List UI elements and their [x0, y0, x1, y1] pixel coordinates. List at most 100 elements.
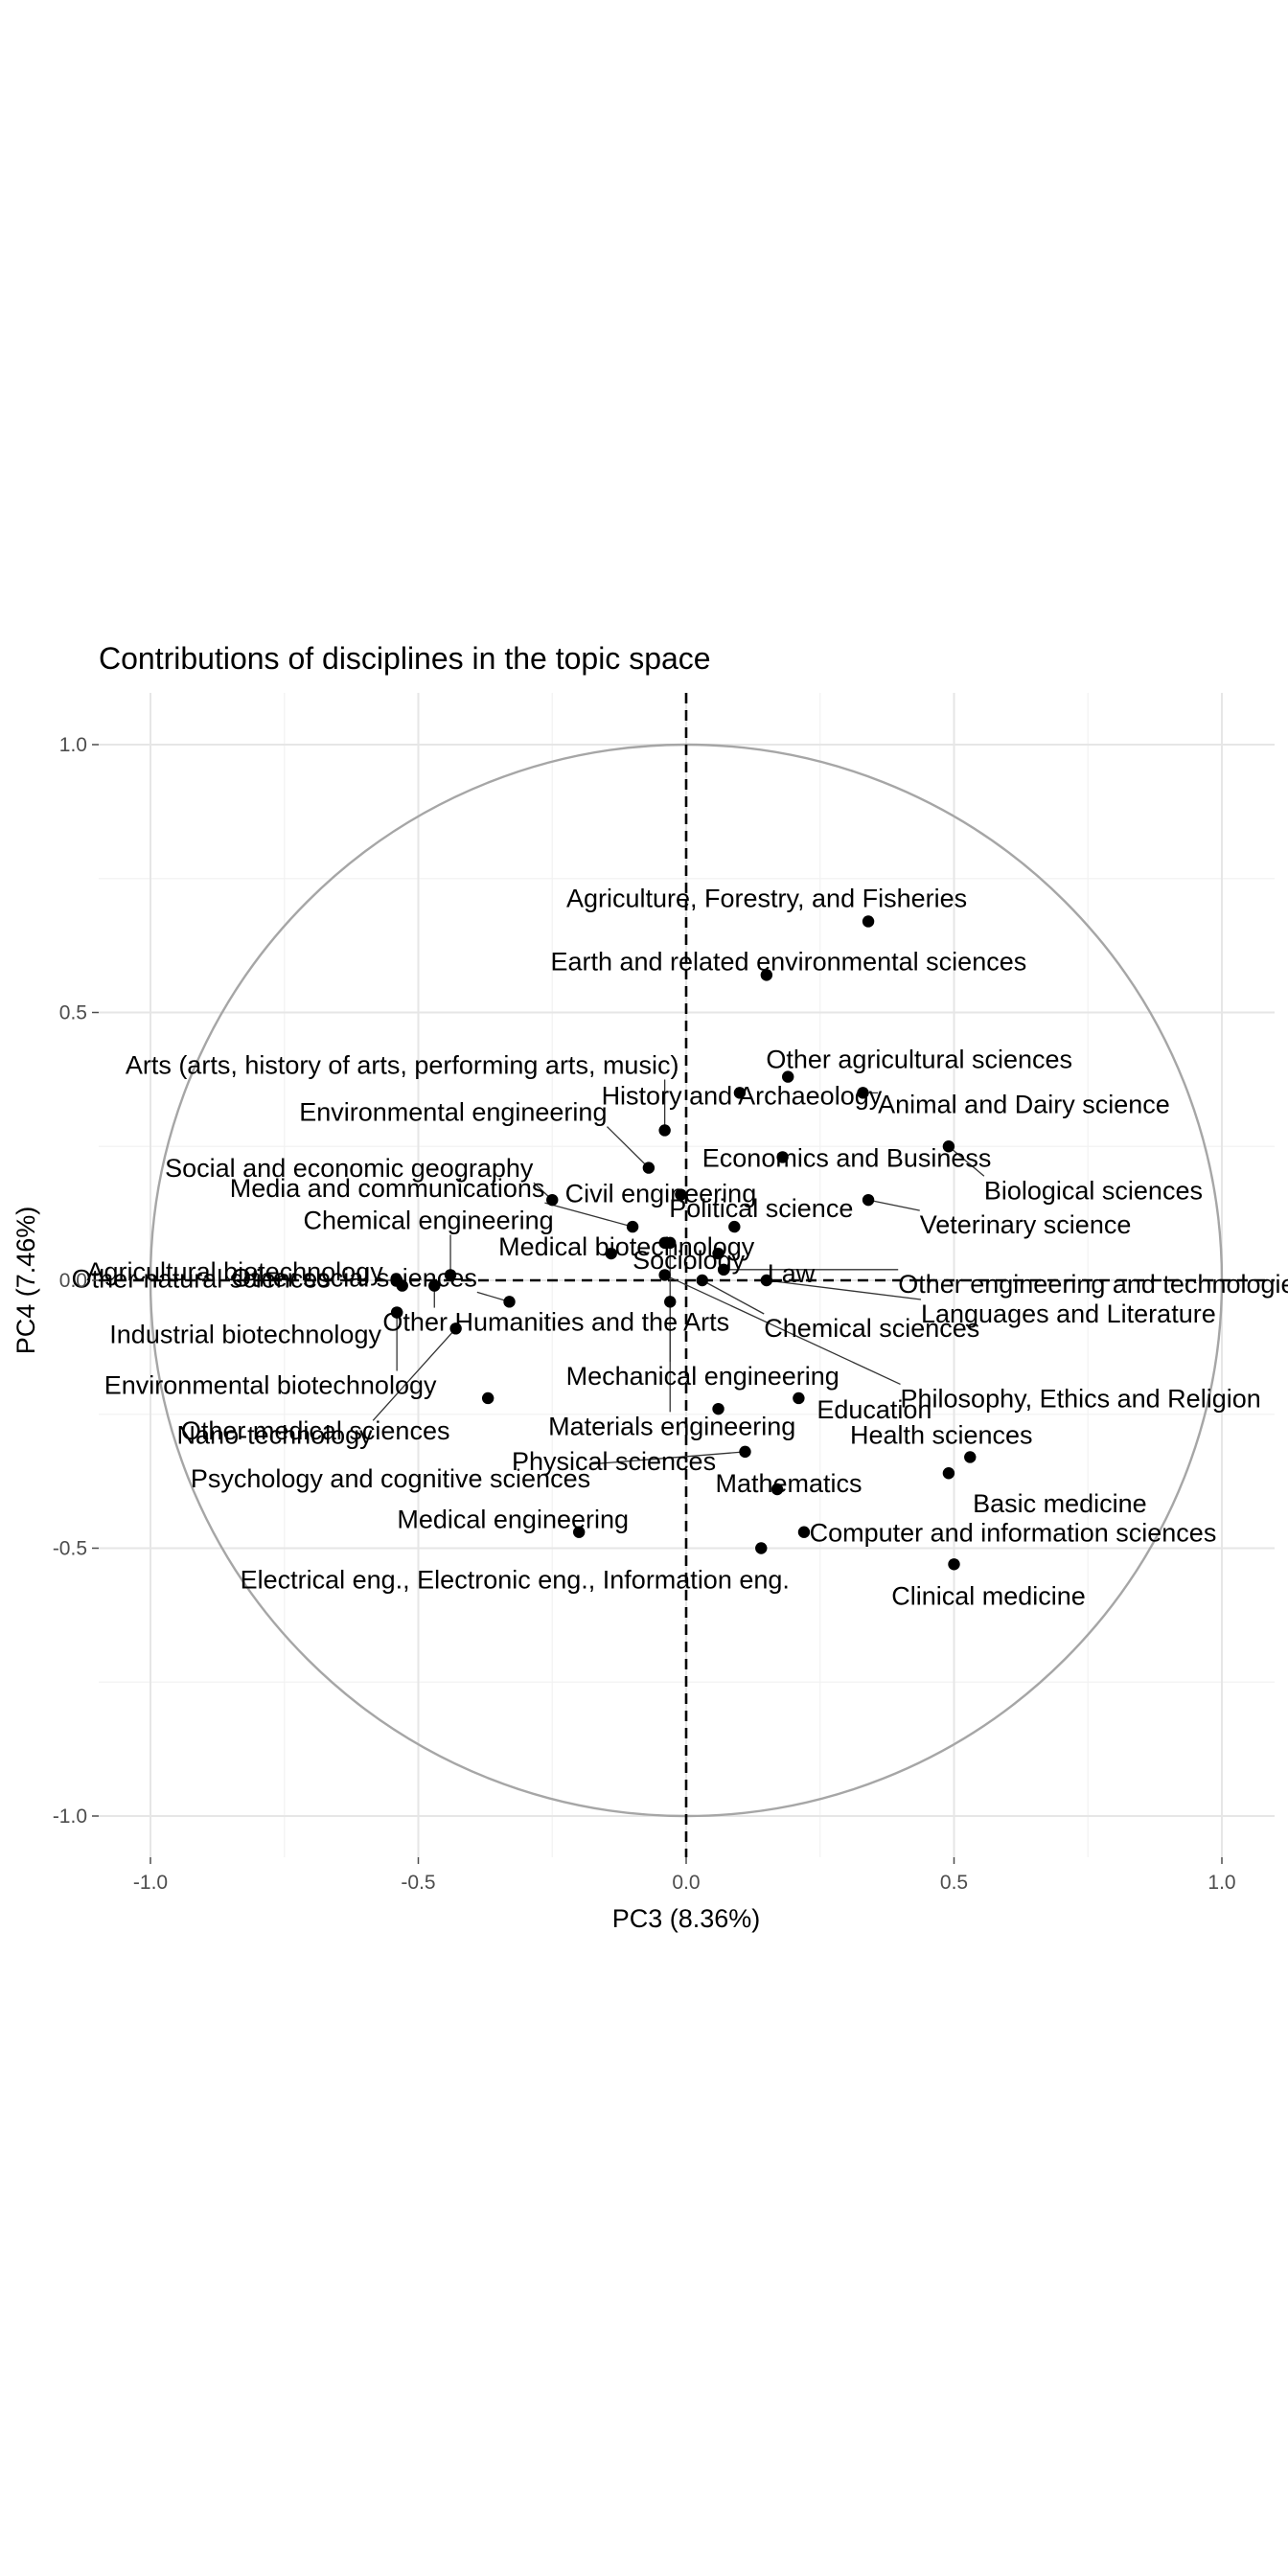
- point-label: Health sciences: [850, 1420, 1033, 1449]
- point-marker: [712, 1402, 724, 1415]
- point-label: Civil engineering: [565, 1180, 757, 1208]
- point-label: Biological sciences: [984, 1176, 1203, 1205]
- point-label: Languages and Literature: [921, 1300, 1216, 1328]
- point-marker: [793, 1392, 805, 1405]
- point-marker: [857, 1087, 869, 1099]
- y-tick-label: 1.0: [59, 734, 87, 756]
- point-labels: Agriculture, Forestry, and Fisheries Eart…: [72, 884, 1288, 1610]
- point-label: Philosophy, Ethics and Religion: [901, 1384, 1261, 1413]
- point-marker: [658, 1269, 671, 1281]
- label-leader-line: [544, 1202, 633, 1228]
- x-axis-title: PC3 (8.36%): [612, 1904, 761, 1933]
- point-marker: [396, 1279, 408, 1292]
- label-leader-line: [766, 1279, 922, 1300]
- point-label: Other social sciences: [231, 1263, 477, 1292]
- point-marker: [642, 1162, 656, 1174]
- point-label: Medical engineering: [397, 1506, 629, 1534]
- point-label: Social and economic geography: [165, 1154, 534, 1183]
- point-label: Law: [768, 1259, 816, 1288]
- point-label: Industrial biotechnology: [109, 1321, 381, 1349]
- point-label: Medical biotechnology: [498, 1232, 755, 1261]
- x-tick-label: 0.5: [940, 1872, 968, 1894]
- point-label: Mathematics: [715, 1469, 862, 1498]
- point-label: Physical sciences: [512, 1447, 716, 1476]
- point-label: Computer and information sciences: [810, 1519, 1217, 1548]
- point-label: Psychology and cognitive sciences: [191, 1464, 590, 1493]
- point-label: Clinical medicine: [891, 1581, 1086, 1610]
- point-label: Arts (arts, history of arts, performing …: [126, 1050, 679, 1079]
- y-tick-label: 0.5: [59, 1002, 87, 1024]
- point-marker: [605, 1247, 617, 1260]
- point-label: Other Humanities and the Arts: [382, 1308, 729, 1337]
- x-tick-label: 0.0: [672, 1872, 700, 1894]
- y-axis-title: PC4 (7.46%): [12, 1207, 40, 1355]
- point-marker: [712, 1247, 724, 1260]
- point-label: Other natural sciences: [72, 1265, 331, 1294]
- label-leader-line: [372, 1327, 457, 1421]
- point-marker: [733, 1087, 747, 1099]
- point-marker: [428, 1279, 441, 1292]
- axis-ticks: -1.0 -0.5 0.0 0.5 1.0 1.0 0.5 0.0 -0.5 -1.0: [53, 734, 1236, 1894]
- point-marker: [739, 1445, 751, 1459]
- point-marker: [664, 1296, 677, 1308]
- label-leader-lines: [372, 1079, 985, 1465]
- label-leader-line: [590, 1451, 746, 1465]
- x-tick-label: -0.5: [401, 1872, 435, 1894]
- point-label: Electrical eng., Electronic eng., Inform…: [241, 1566, 790, 1595]
- point-marker: [964, 1451, 977, 1463]
- point-marker: [760, 1274, 773, 1287]
- y-tick-label: 0.0: [59, 1270, 87, 1292]
- label-leader-line: [607, 1126, 650, 1169]
- point-label: Other medical sciences: [181, 1416, 450, 1445]
- point-marker: [449, 1322, 462, 1335]
- point-marker: [942, 1467, 955, 1480]
- point-label: Other agricultural sciences: [766, 1046, 1072, 1074]
- point-label: Other engineering and technologies: [898, 1270, 1288, 1299]
- point-marker: [862, 915, 875, 928]
- point-marker: [728, 1220, 741, 1233]
- point-marker: [770, 1483, 784, 1496]
- point-marker: [390, 1306, 403, 1319]
- point-marker: [546, 1193, 559, 1207]
- data-points: [390, 915, 977, 1571]
- point-marker: [797, 1526, 811, 1538]
- point-label: Environmental biotechnology: [104, 1371, 437, 1400]
- point-label: Education: [816, 1395, 932, 1424]
- point-label: Nano-technology: [177, 1420, 374, 1449]
- point-marker: [626, 1220, 639, 1233]
- point-label: Veterinary science: [920, 1210, 1132, 1239]
- point-label: Media and communications: [230, 1174, 545, 1203]
- point-marker: [481, 1392, 494, 1405]
- label-leader-line: [664, 1274, 901, 1385]
- point-label: Sociology: [632, 1246, 746, 1275]
- point-label: Animal and Dairy science: [878, 1090, 1170, 1118]
- y-tick-label: -0.5: [53, 1538, 87, 1560]
- point-label: Chemical sciences: [764, 1314, 979, 1343]
- point-marker: [782, 1070, 794, 1083]
- point-label: Agricultural biotechnology: [87, 1257, 384, 1286]
- point-marker: [755, 1542, 768, 1554]
- label-leader-line: [867, 1199, 920, 1211]
- x-tick-label: -1.0: [133, 1872, 168, 1894]
- point-marker: [862, 1193, 875, 1207]
- point-marker: [942, 1140, 955, 1153]
- point-marker: [948, 1558, 960, 1571]
- point-marker: [664, 1236, 677, 1250]
- point-label: Economics and Business: [702, 1143, 992, 1172]
- point-marker: [675, 1188, 687, 1201]
- point-marker: [760, 969, 773, 981]
- point-marker: [776, 1151, 789, 1163]
- point-marker: [696, 1274, 708, 1287]
- chart-title: Contributions of disciplines in the topi…: [99, 641, 711, 676]
- point-label: Basic medicine: [973, 1489, 1147, 1518]
- point-marker: [717, 1263, 730, 1276]
- label-leader-line: [702, 1279, 765, 1315]
- point-marker: [658, 1124, 671, 1137]
- label-leader-line: [948, 1145, 985, 1177]
- point-label: Environmental engineering: [299, 1098, 607, 1127]
- y-tick-label: -1.0: [53, 1806, 87, 1828]
- point-label: Earth and related environmental sciences: [550, 947, 1026, 976]
- point-label: Agriculture, Forestry, and Fisheries: [566, 884, 967, 912]
- point-marker: [573, 1526, 586, 1538]
